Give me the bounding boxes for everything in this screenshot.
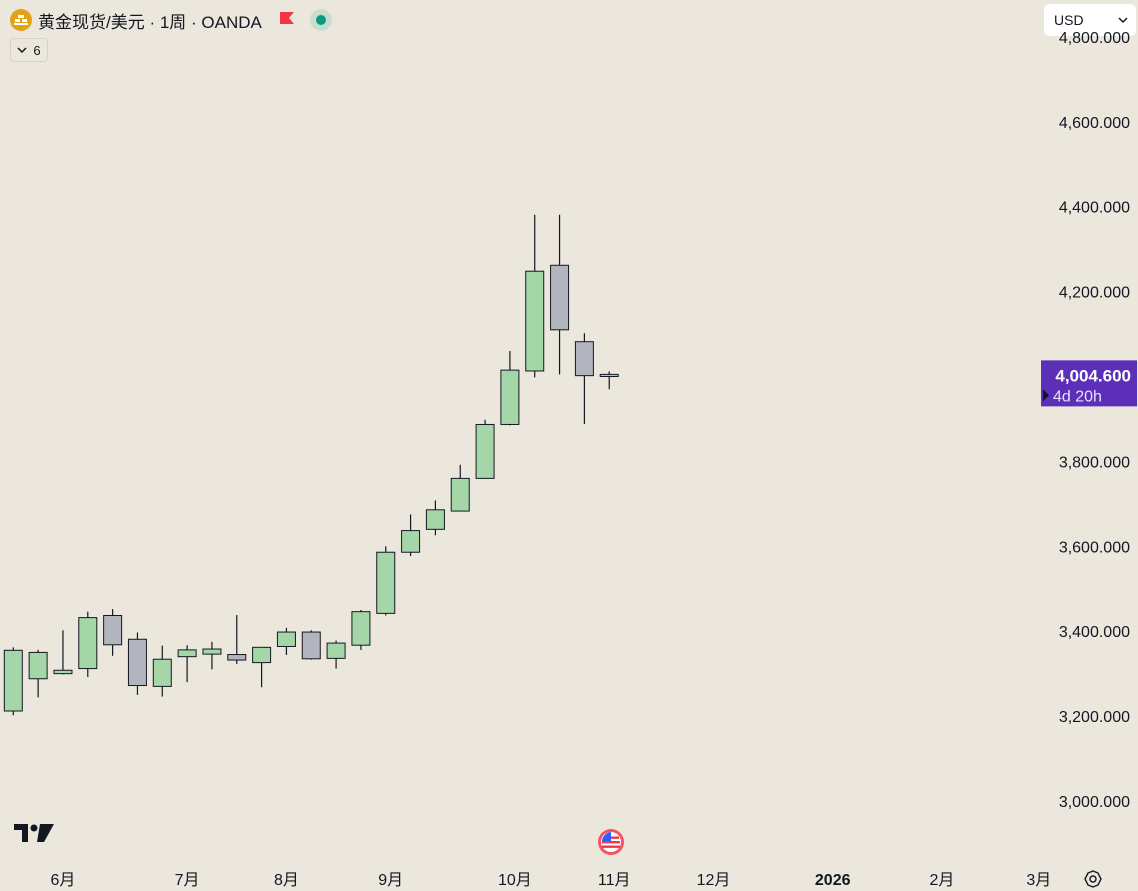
gold-coin-icon xyxy=(10,9,32,31)
candle-body xyxy=(525,270,545,372)
x-axis-tick-label: 7月 xyxy=(175,872,200,889)
candle-body xyxy=(574,341,594,377)
y-axis-tick-label: 4,400.000 xyxy=(1059,200,1130,217)
indicators-collapse-button[interactable]: 6 xyxy=(10,38,48,62)
candle-body xyxy=(276,631,296,647)
candle-body xyxy=(53,669,73,675)
chevron-down-icon xyxy=(1118,16,1128,23)
chevron-down-icon xyxy=(17,46,27,53)
candle-body xyxy=(450,477,470,512)
chart-legend: 黄金现货/美元 · 1周 · OANDA xyxy=(10,8,332,32)
candle[interactable] xyxy=(177,645,197,683)
currency-select[interactable]: USD xyxy=(1044,4,1136,36)
bar-countdown: 4d 20h xyxy=(1053,388,1102,405)
tradingview-logo[interactable] xyxy=(14,822,56,844)
us-flag-icon[interactable] xyxy=(597,828,625,856)
candle-body xyxy=(301,631,321,660)
symbol-title[interactable]: 黄金现货/美元 · 1周 · OANDA xyxy=(38,12,262,32)
candle-body xyxy=(78,617,98,670)
candle[interactable] xyxy=(252,646,272,688)
current-price-value: 4,004.600 xyxy=(1055,366,1131,385)
candle-body xyxy=(401,530,421,553)
candle[interactable] xyxy=(475,419,495,479)
candle[interactable] xyxy=(401,514,421,557)
candle[interactable] xyxy=(127,632,147,695)
x-axis-tick-label: 6月 xyxy=(51,872,76,889)
y-axis-tick-label: 3,200.000 xyxy=(1059,709,1130,726)
candle[interactable] xyxy=(550,214,570,375)
x-axis-tick-label: 10月 xyxy=(498,872,532,889)
candle-body xyxy=(227,654,247,661)
current-price-label: 4,004.600 4d 20h xyxy=(1041,360,1137,407)
indicator-count: 6 xyxy=(33,42,41,58)
settings-gear-icon[interactable] xyxy=(1082,868,1104,890)
candle-body xyxy=(550,264,570,331)
y-axis-tick-label: 3,800.000 xyxy=(1059,454,1130,471)
candle[interactable] xyxy=(425,500,445,536)
candle[interactable] xyxy=(3,647,23,716)
x-axis-tick-label: 8月 xyxy=(274,872,299,889)
x-axis-tick-label: 11月 xyxy=(598,872,631,889)
candle[interactable] xyxy=(500,351,520,426)
candle[interactable] xyxy=(574,333,594,425)
candle[interactable] xyxy=(599,371,619,390)
price-label-box xyxy=(1041,360,1137,407)
y-axis-tick-label: 3,400.000 xyxy=(1059,624,1130,641)
candle[interactable] xyxy=(53,630,73,675)
candle-body xyxy=(103,614,123,646)
x-axis-tick-label: 12月 xyxy=(697,872,731,889)
candle[interactable] xyxy=(326,640,346,669)
candle[interactable] xyxy=(276,627,296,655)
candle-body xyxy=(127,638,147,687)
candle-body xyxy=(425,509,445,530)
candle-body xyxy=(351,611,371,646)
candle-body xyxy=(252,646,272,664)
candle[interactable] xyxy=(351,609,371,650)
candle[interactable] xyxy=(202,641,222,670)
candle-body xyxy=(376,551,396,614)
candle-body xyxy=(599,373,619,378)
candle[interactable] xyxy=(301,630,321,660)
candle[interactable] xyxy=(152,645,172,697)
market-open-status-icon[interactable] xyxy=(309,9,332,31)
candle-body xyxy=(152,658,172,687)
x-axis-tick-label: 9月 xyxy=(378,872,403,889)
candle[interactable] xyxy=(525,214,545,378)
currency-value: USD xyxy=(1054,12,1084,28)
candle-body xyxy=(500,369,520,425)
x-axis-tick-label: 2026 xyxy=(815,872,851,889)
x-axis-tick-label: 3月 xyxy=(1026,872,1051,889)
candle-body xyxy=(326,642,346,659)
candle[interactable] xyxy=(28,649,48,698)
candle-body xyxy=(475,423,495,479)
candle[interactable] xyxy=(376,546,396,616)
candle-body xyxy=(3,649,23,712)
price-label-pointer xyxy=(1043,389,1049,402)
y-axis-tick-label: 4,800.000 xyxy=(1059,30,1130,47)
candle-body xyxy=(28,651,48,680)
candle[interactable] xyxy=(103,609,123,656)
y-axis-tick-label: 4,600.000 xyxy=(1059,115,1130,132)
candle[interactable] xyxy=(78,611,98,678)
flag-icon[interactable] xyxy=(278,10,296,30)
y-axis-tick-label: 4,200.000 xyxy=(1059,285,1130,302)
candle[interactable] xyxy=(227,615,247,664)
candle-body xyxy=(177,649,197,658)
candle-body xyxy=(202,648,222,655)
candle[interactable] xyxy=(450,464,470,512)
y-axis-tick-label: 3,000.000 xyxy=(1059,794,1130,811)
x-axis-tick-label: 2月 xyxy=(929,872,954,889)
y-axis-tick-label: 3,600.000 xyxy=(1059,539,1130,556)
